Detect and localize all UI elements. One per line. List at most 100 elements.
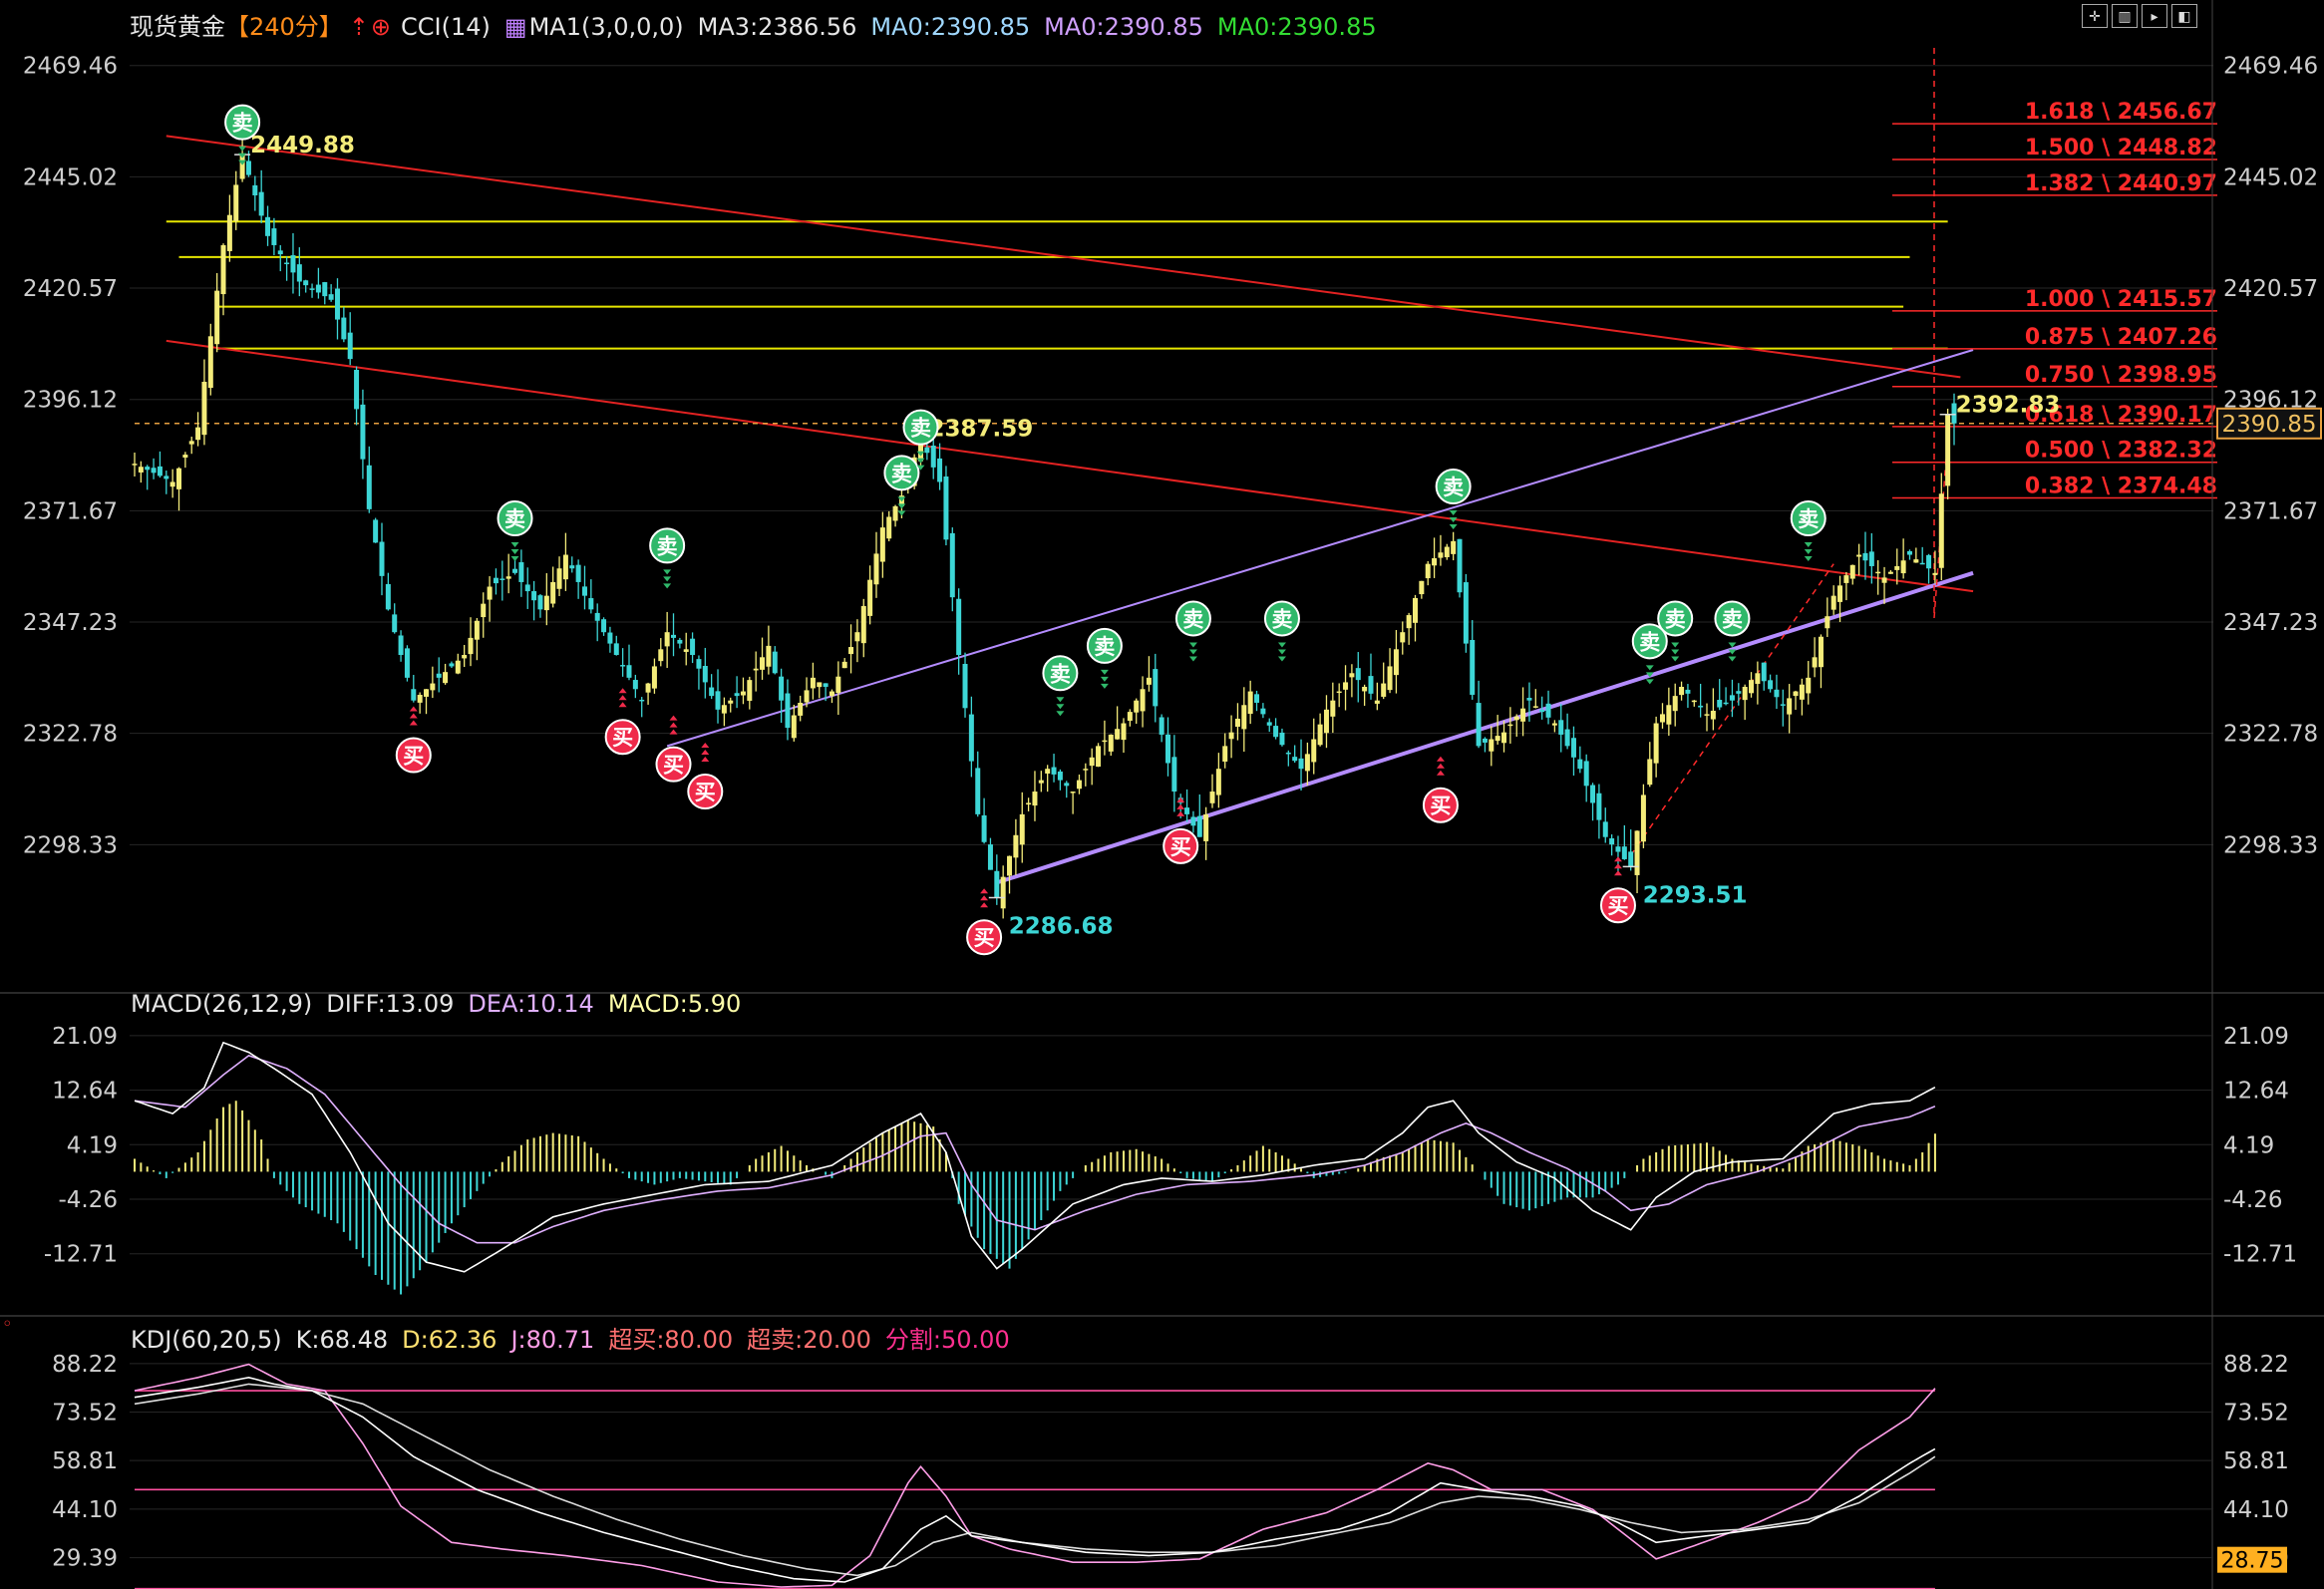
candle-body	[886, 516, 892, 539]
candle-body	[594, 612, 600, 621]
candle-body	[1190, 816, 1196, 826]
candle-body	[176, 468, 182, 489]
candle-body	[645, 683, 651, 693]
sell-signal-badge: 卖	[1657, 600, 1694, 662]
y-axis-tick-label: 2298.33	[23, 832, 118, 858]
candle-body	[1298, 758, 1304, 770]
candle-body	[709, 687, 715, 697]
signal-arrow	[663, 569, 672, 575]
candle-body	[1710, 710, 1716, 720]
signal-arrow	[1100, 683, 1109, 689]
candle-body	[284, 262, 290, 265]
signal-arrow	[1100, 676, 1109, 682]
candle-body	[632, 680, 638, 690]
candle-body	[1432, 557, 1438, 566]
buy-signal-badge: 买	[966, 888, 1003, 956]
cci-label[interactable]: CCI(14)	[401, 13, 491, 41]
crosshair-icon[interactable]: ✛	[2082, 4, 2108, 28]
candle-body	[1374, 700, 1380, 704]
signal-arrow	[897, 510, 906, 516]
candle-body	[1406, 615, 1412, 629]
sell-signal-badge: 卖	[1042, 655, 1079, 717]
candle-body	[239, 155, 245, 179]
candle-body	[1127, 712, 1133, 721]
candle-body	[188, 441, 194, 445]
candle-body	[1812, 657, 1818, 668]
signal-arrow	[916, 465, 925, 471]
candle-body	[1672, 696, 1678, 712]
candle-body	[1457, 538, 1463, 593]
candle-body	[1526, 698, 1532, 701]
kdj-oversold-value: 超卖:20.00	[747, 1326, 871, 1354]
sell-signal-badge: 卖	[1631, 623, 1668, 685]
period-label[interactable]: 【240分】	[225, 13, 343, 41]
kdj-current-box	[2217, 1546, 2287, 1573]
signal-arrow	[1056, 704, 1065, 710]
kdj-title[interactable]: KDJ(60,20,5)	[131, 1326, 282, 1354]
y-axis-tick-label: 2322.78	[23, 722, 118, 748]
y-axis-tick-label: 2445.02	[2223, 164, 2318, 190]
candle-body	[214, 290, 220, 345]
candle-body	[315, 284, 321, 293]
fib-level-label: 0.618 \ 2390.17	[2025, 403, 2217, 428]
signal-circle	[395, 737, 432, 774]
fib-level-label: 1.382 \ 2440.97	[2025, 171, 2217, 196]
candle-body	[1545, 703, 1551, 718]
macd-title[interactable]: MACD(26,12,9)	[131, 990, 313, 1018]
candle-body	[1938, 493, 1944, 568]
candle-body	[1887, 571, 1893, 574]
candle-body	[1222, 746, 1228, 763]
signal-label: 卖	[1271, 607, 1292, 631]
y-axis-tick-label: 2469.46	[2223, 54, 2318, 80]
candle-body	[817, 682, 823, 688]
y-axis-tick-label: 2322.78	[2223, 722, 2318, 748]
candle-body	[1723, 702, 1729, 705]
candle-body	[841, 661, 847, 669]
candle-body	[1932, 572, 1938, 575]
signal-circle	[1086, 627, 1123, 664]
kdj-j-value: J:80.71	[510, 1326, 595, 1354]
fib-level-label: 0.750 \ 2398.95	[2025, 363, 2217, 388]
layout-icon[interactable]: ◧	[2171, 4, 2197, 28]
buy-signal-badge: 买	[1162, 796, 1199, 864]
signal-arrow	[897, 496, 906, 502]
signal-arrow	[1671, 642, 1680, 648]
candle-body	[1653, 723, 1659, 764]
candle-body	[1520, 708, 1526, 722]
candle-body	[151, 468, 157, 474]
signal-arrow	[1449, 524, 1458, 530]
signal-circle	[224, 104, 261, 141]
candle-body	[601, 619, 607, 633]
candle-body	[398, 635, 404, 656]
candle-body	[1856, 554, 1862, 557]
settings-circle-icon[interactable]: ⊕	[370, 13, 392, 41]
y-axis-tick-label: 2420.57	[2223, 276, 2318, 302]
candle-body	[677, 639, 683, 644]
candle-body	[987, 844, 993, 870]
sell-signal-badge: 卖	[1790, 500, 1826, 561]
signal-label: 买	[663, 754, 684, 778]
ma1-label[interactable]: MA1(3,0,0,0)	[528, 13, 684, 41]
kdj-header: KDJ(60,20,5) K:68.48 D:62.36 J:80.71 超买:80.0…	[131, 1320, 1024, 1355]
signal-arrow	[618, 702, 627, 708]
candle-body	[879, 527, 885, 562]
kdj-k-value: K:68.48	[295, 1326, 389, 1354]
candle-body	[829, 691, 834, 697]
play-icon[interactable]: ▸	[2142, 4, 2167, 28]
candle-body	[753, 668, 759, 671]
signal-circle	[902, 409, 939, 446]
candle-body	[1913, 559, 1919, 563]
candle-body	[1875, 571, 1881, 574]
candle-body	[1260, 708, 1266, 715]
candle-body	[207, 336, 213, 389]
candle-body	[1609, 837, 1615, 845]
instrument-title: 现货黄金	[130, 13, 225, 41]
window-icon[interactable]: ▥	[2112, 4, 2138, 28]
candle-body	[696, 659, 702, 669]
signal-arrow	[238, 159, 247, 165]
candle-body	[1451, 540, 1457, 554]
signal-arrow	[669, 729, 678, 735]
signal-circle	[1042, 655, 1079, 692]
signal-label: 卖	[1443, 476, 1464, 499]
